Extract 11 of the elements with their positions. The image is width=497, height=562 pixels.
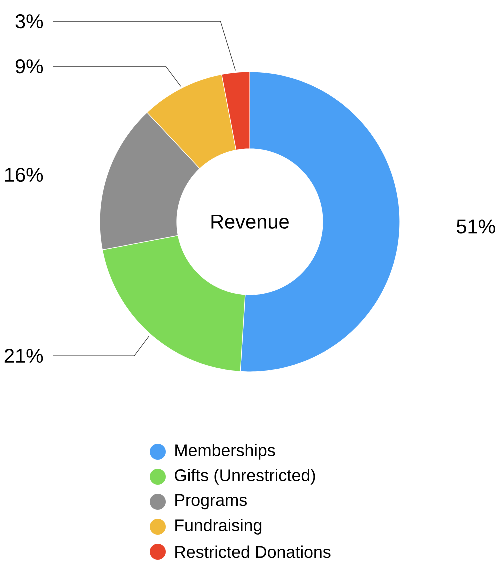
text: Revenue — [212, 215, 289, 229]
legend-label: Fundraising — [176, 519, 262, 535]
legend-label: Restricted Donations — [176, 546, 331, 558]
legend-label: Programs — [176, 494, 247, 510]
data-label: 9% — [16, 60, 44, 74]
legend-label: Gifts (Unrestricted) — [175, 469, 316, 485]
legend-label: Memberships — [176, 444, 276, 460]
data-label: 3% — [16, 14, 44, 29]
data-label: 21% — [4, 349, 44, 364]
data-label: 51% — [456, 220, 496, 234]
data-label: 16% — [5, 168, 44, 182]
